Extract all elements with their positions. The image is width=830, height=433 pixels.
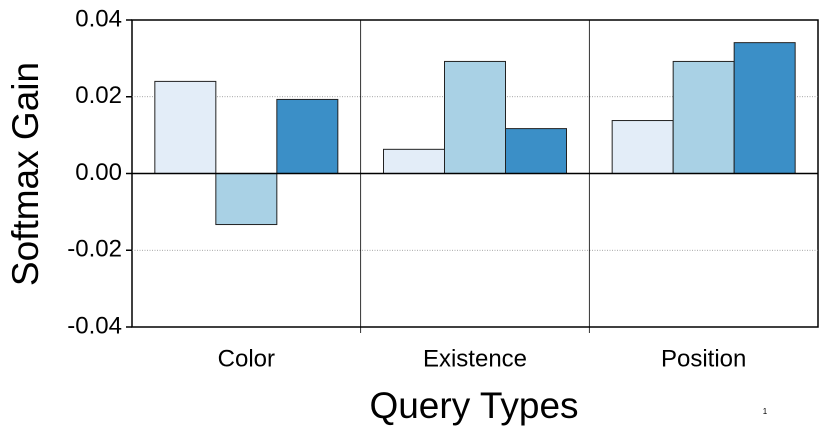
bar — [672, 60, 735, 174]
y-tick-label: 0.00 — [75, 159, 122, 186]
y-tick-label: -0.02 — [67, 236, 122, 263]
y-tick-label: 0.04 — [75, 5, 122, 32]
bar — [733, 42, 796, 174]
y-axis-label: Softmax Gain — [5, 62, 46, 286]
bar — [154, 80, 217, 174]
bar — [276, 98, 339, 174]
y-tick-label: 0.02 — [75, 82, 122, 109]
x-tick-label: Position — [661, 345, 746, 372]
bar — [505, 128, 567, 175]
x-tick-label: Existence — [423, 345, 527, 372]
bar — [383, 148, 445, 174]
bar — [444, 60, 506, 174]
bar — [611, 120, 674, 175]
x-axis-label: Query Types — [369, 385, 578, 426]
y-tick-label: -0.04 — [67, 312, 122, 339]
bar — [215, 173, 278, 226]
x-tick-label: Color — [218, 345, 275, 372]
annotation: 1 — [763, 407, 768, 416]
